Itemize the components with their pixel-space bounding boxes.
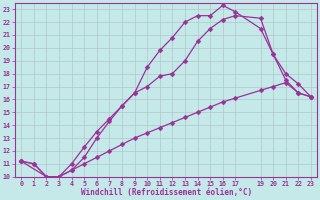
- X-axis label: Windchill (Refroidissement éolien,°C): Windchill (Refroidissement éolien,°C): [81, 188, 252, 197]
